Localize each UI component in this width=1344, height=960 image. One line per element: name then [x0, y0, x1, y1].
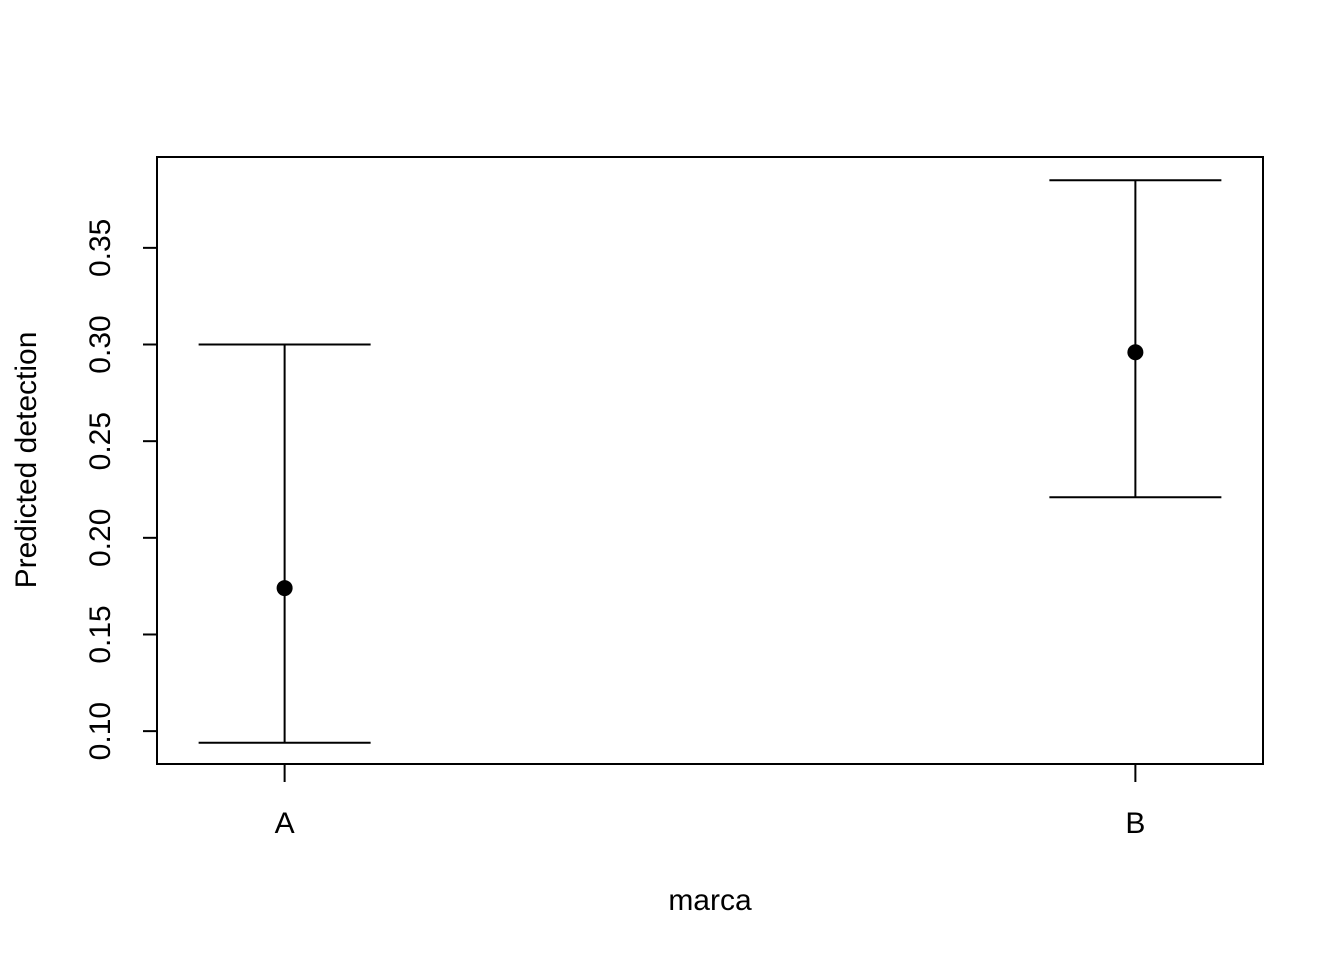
- y-tick-label: 0.25: [84, 412, 117, 470]
- x-tick-label: A: [275, 807, 295, 840]
- y-tick-label: 0.35: [84, 219, 117, 277]
- x-tick-label: B: [1125, 807, 1145, 840]
- y-axis: 0.10 0.15 0.20 0.25 0.30 0.35: [84, 219, 158, 760]
- y-tick-label: 0.30: [84, 315, 117, 373]
- y-tick-label: 0.10: [84, 702, 117, 760]
- point-A: [276, 580, 293, 597]
- y-tick-label: 0.20: [84, 509, 117, 567]
- x-axis-label: marca: [668, 884, 752, 917]
- plot-frame: [156, 156, 1264, 765]
- y-tick-label: 0.15: [84, 605, 117, 663]
- y-axis-label: Predicted detection: [10, 332, 43, 589]
- data-marks: [198, 179, 1222, 744]
- point-B: [1127, 344, 1144, 361]
